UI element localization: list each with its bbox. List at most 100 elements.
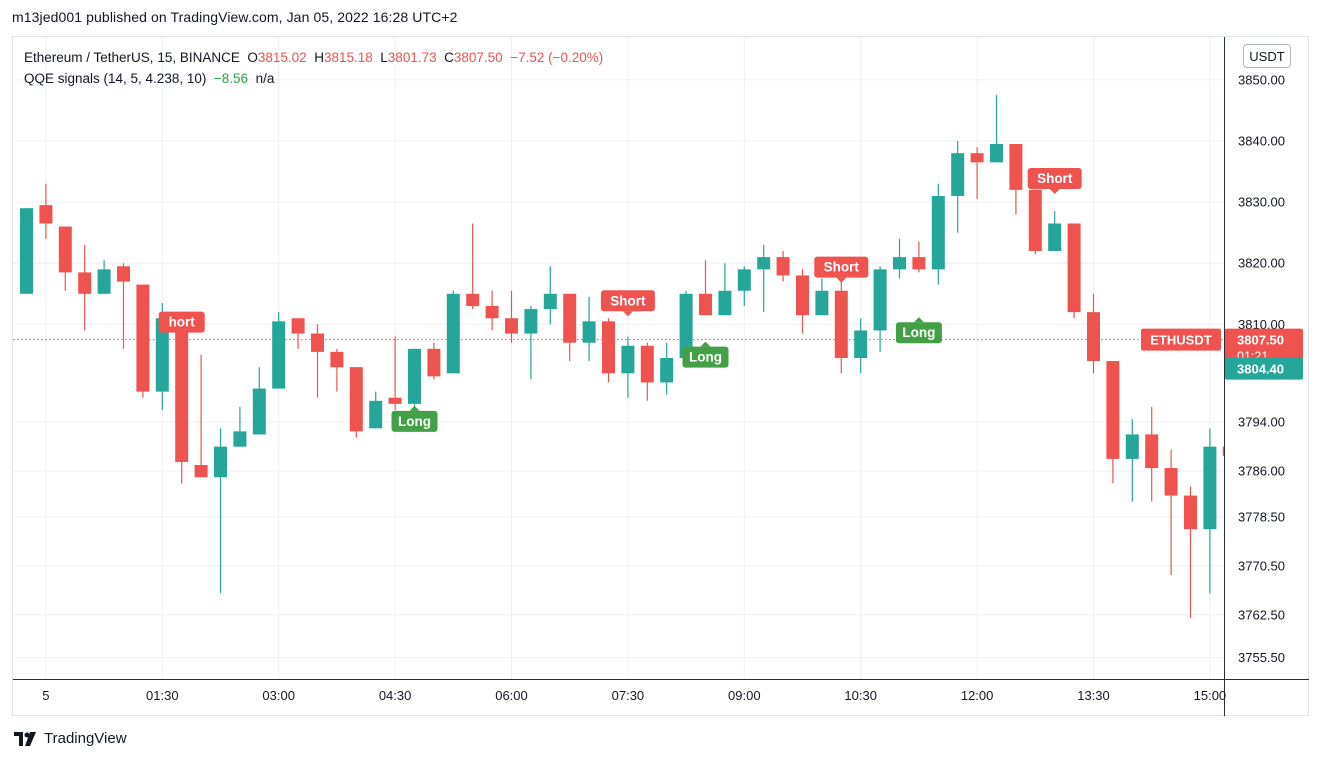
candle-body xyxy=(175,318,189,462)
candle-up xyxy=(20,208,33,294)
y-tick-label: 3762.50 xyxy=(1238,607,1285,622)
published-caption: m13jed001 published on TradingView.com, … xyxy=(12,9,458,25)
signal-pointer xyxy=(913,317,924,323)
candle-down xyxy=(912,241,926,273)
candle-down xyxy=(563,293,577,362)
legend-high-label: H xyxy=(314,50,324,65)
long-signal-label: Long xyxy=(682,341,729,368)
x-tick-label: 06:00 xyxy=(495,688,528,703)
candle-body xyxy=(272,321,286,389)
short-signal-label: hort xyxy=(158,311,205,338)
candle-body xyxy=(1145,434,1159,469)
candle-down xyxy=(1087,293,1100,374)
candle-down xyxy=(1222,446,1224,456)
x-tick-label: 01:30 xyxy=(146,688,179,703)
legend-open-value: 3815.02 xyxy=(257,50,307,65)
candle-down xyxy=(776,251,790,282)
signal-text: Short xyxy=(1037,171,1073,186)
legend-symbol[interactable]: Ethereum / TetherUS, 15, BINANCE xyxy=(24,50,240,65)
candle-body xyxy=(78,272,92,294)
candle-body xyxy=(912,257,926,270)
candle-body xyxy=(194,465,208,478)
last-price-box xyxy=(1225,357,1303,380)
symbol-tag-text: ETHUSDT xyxy=(1150,333,1211,348)
candle-body xyxy=(58,226,72,273)
x-tick-label: 15:00 xyxy=(1194,688,1227,703)
candle-up xyxy=(757,244,771,313)
current-price-box xyxy=(1225,328,1303,367)
signal-pointer xyxy=(836,277,847,283)
candle-up xyxy=(893,238,906,279)
y-tick-label: 3810.00 xyxy=(1238,317,1285,332)
candle-down xyxy=(175,318,189,484)
signal-box xyxy=(814,256,869,278)
legend-indicator-name[interactable]: QQE signals (14, 5, 4.238, 10) xyxy=(24,71,207,86)
candle-down xyxy=(834,281,848,374)
signal-box xyxy=(895,322,942,344)
candle-down xyxy=(349,367,363,438)
candle-body xyxy=(951,153,965,196)
candle-up xyxy=(873,266,887,352)
signal-box xyxy=(682,346,729,368)
short-signal-label: Short xyxy=(814,256,869,283)
candle-down xyxy=(330,348,344,392)
candle-body xyxy=(757,257,771,270)
candle-up xyxy=(1203,428,1217,594)
price-scale: 3850.00 3840.00 3830.00 3820.00 3810.00 3794.… xyxy=(1238,72,1285,665)
legend-low-label: L xyxy=(380,50,388,65)
candle-body xyxy=(563,293,577,343)
candle-down xyxy=(1184,486,1197,618)
candle-down xyxy=(194,354,208,478)
candle-down xyxy=(311,324,324,398)
candle-body xyxy=(1028,189,1042,251)
candle-body xyxy=(466,293,480,307)
brand-name: TradingView xyxy=(44,730,127,747)
candle-up xyxy=(233,406,247,447)
legend-indicator-row: QQE signals (14, 5, 4.238, 10) −8.56 n/a xyxy=(24,68,603,89)
candle-body xyxy=(1222,446,1224,456)
candle-down xyxy=(970,147,984,200)
candle-down xyxy=(388,336,402,410)
legend-indicator-na: n/a xyxy=(255,71,275,86)
candle-down xyxy=(1067,223,1081,319)
signal-box xyxy=(391,410,438,432)
candle-down xyxy=(1164,449,1178,576)
candle-body xyxy=(854,330,868,358)
candle-body xyxy=(524,309,538,334)
candle-up xyxy=(1125,419,1139,502)
signal-pointer xyxy=(1049,188,1060,194)
signal-pointer xyxy=(409,405,420,411)
candle-down xyxy=(699,260,712,316)
signal-text: Short xyxy=(610,293,646,308)
candle-up xyxy=(951,140,965,233)
signal-text: hort xyxy=(169,315,196,330)
x-tick-label: 09:00 xyxy=(728,688,761,703)
x-tick-label: 07:30 xyxy=(612,688,645,703)
candle-down xyxy=(1145,406,1159,502)
legend-change: −7.52 (−0.20%) xyxy=(510,50,604,65)
candle-up xyxy=(718,263,732,316)
candle-body xyxy=(602,321,615,374)
candle-body xyxy=(640,345,654,383)
y-tick-label: 3840.00 xyxy=(1238,133,1285,148)
candle-up xyxy=(524,306,538,380)
signal-text: Short xyxy=(824,260,860,275)
candle-body xyxy=(815,290,829,316)
currency-button[interactable]: USDT xyxy=(1243,44,1291,68)
candle-body xyxy=(136,284,150,392)
candle-body xyxy=(582,321,596,343)
legend-close-value: 3807.50 xyxy=(453,50,503,65)
candle-body xyxy=(505,318,518,334)
candle-down xyxy=(602,318,615,383)
x-tick-label: 5 xyxy=(42,688,49,703)
x-tick-label: 13:30 xyxy=(1077,688,1110,703)
candle-body xyxy=(291,318,305,334)
candle-body xyxy=(990,144,1003,163)
candle-up xyxy=(97,260,111,294)
last-price-value: 3804.40 xyxy=(1237,362,1284,377)
candle-body xyxy=(1087,312,1100,362)
short-signal-label: Short xyxy=(600,290,655,317)
candle-down xyxy=(39,183,53,239)
